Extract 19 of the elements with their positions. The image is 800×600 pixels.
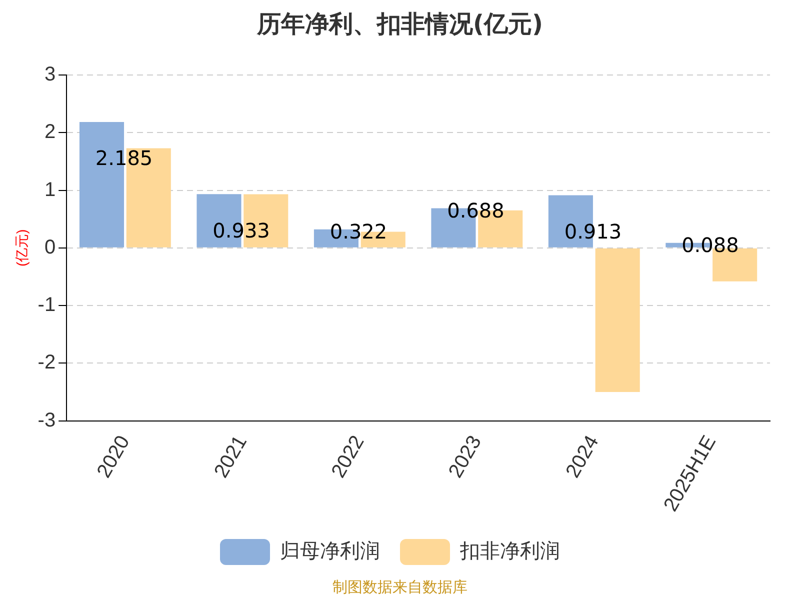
y-tick-label: 3 bbox=[44, 64, 56, 86]
chart-title: 历年净利、扣非情况(亿元) bbox=[256, 9, 544, 40]
text: 制图数据来自数据库 bbox=[332, 578, 468, 597]
y-tick-label: -3 bbox=[38, 409, 56, 432]
legend-label: 归母净利润 bbox=[280, 540, 380, 563]
data-label: 0.913 bbox=[564, 219, 622, 244]
legend-label: 扣非净利润 bbox=[459, 540, 560, 563]
y-tick-label: 1 bbox=[44, 178, 56, 201]
bar bbox=[595, 248, 640, 392]
y-tick-label: -2 bbox=[38, 352, 56, 374]
data-label: 2.185 bbox=[95, 146, 153, 170]
data-label: 0.088 bbox=[682, 233, 739, 258]
y-axis-title: (亿元) bbox=[13, 229, 30, 267]
data-label: 0.688 bbox=[447, 198, 504, 222]
data-label: 0.933 bbox=[212, 218, 270, 242]
y-tick-label: 2 bbox=[44, 121, 56, 144]
data-label: 0.322 bbox=[330, 220, 388, 244]
y-tick-label: 0 bbox=[44, 236, 56, 258]
y-tick-label: -1 bbox=[38, 294, 56, 316]
